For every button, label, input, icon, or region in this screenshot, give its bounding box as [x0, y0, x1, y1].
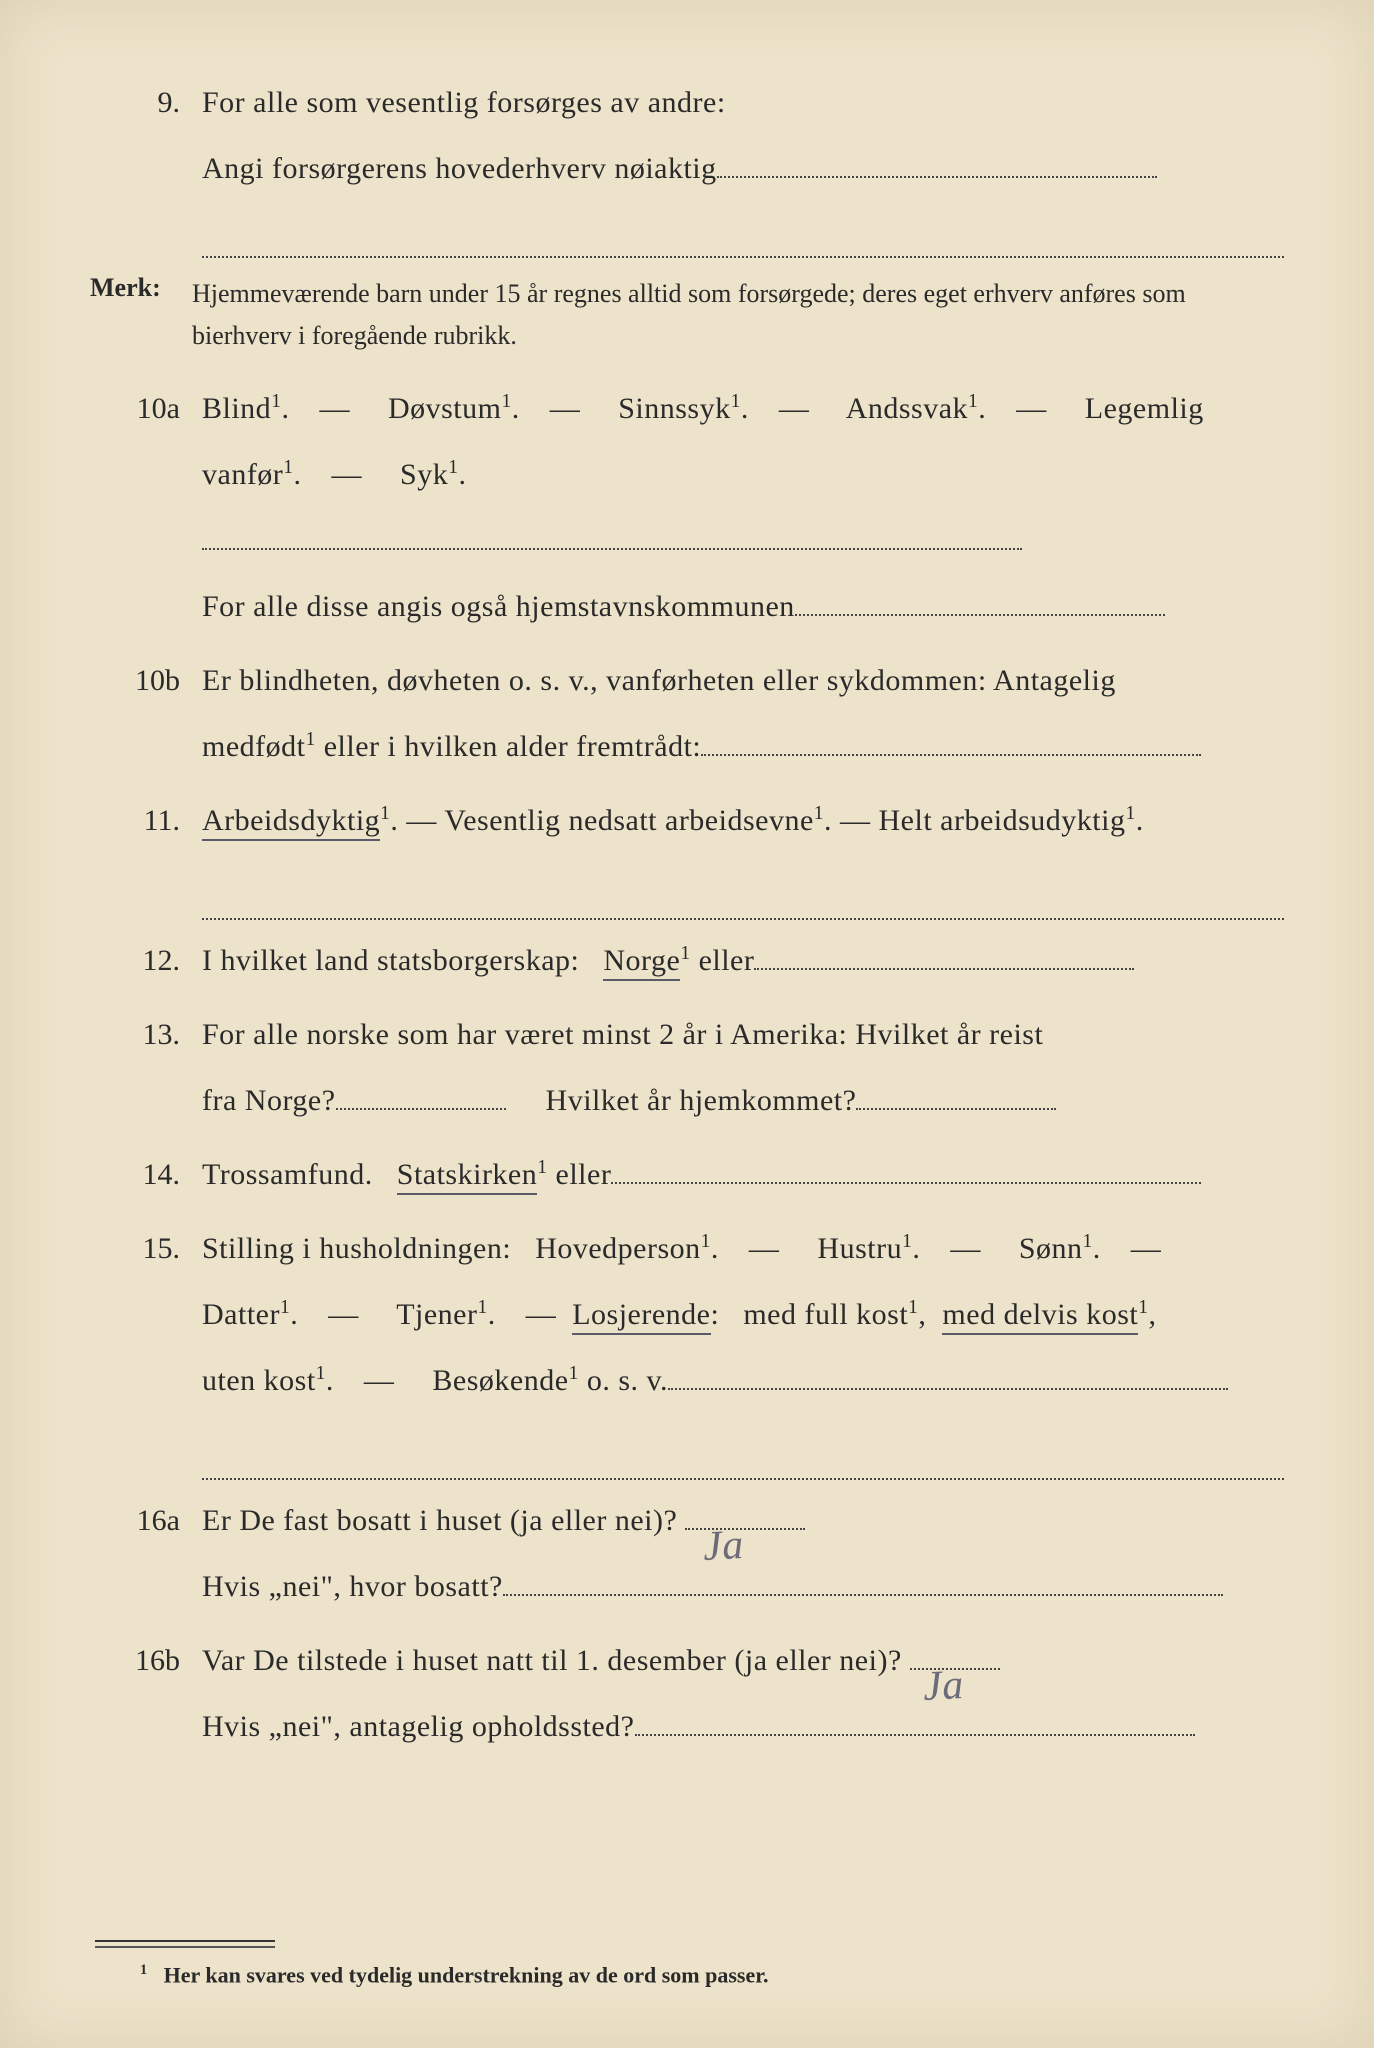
question-10b: 10b Er blindheten, døvheten o. s. v., va…	[90, 648, 1284, 780]
q15-o7: uten kost	[202, 1364, 316, 1397]
q12-number: 12.	[90, 928, 202, 994]
q14-c: eller	[556, 1158, 612, 1191]
q10b-medfodt: medfødt	[202, 730, 305, 763]
q15-o4: Datter	[202, 1298, 280, 1331]
q9-blank-line	[202, 202, 1284, 258]
q13-blank1	[336, 1108, 506, 1110]
q16a-line1: Er De fast bosatt i huset (ja eller nei)…	[202, 1504, 677, 1537]
footnote-rule	[95, 1940, 275, 1948]
q10b-rest: eller i hvilken alder fremtrådt:	[316, 730, 702, 763]
footnote: 1 Her kan svares ved tydelig understrekn…	[140, 1962, 769, 1988]
q11-blank-line	[202, 864, 1284, 920]
q10b-blank	[701, 754, 1201, 756]
q10a-content: Blind1.— Døvstum1.— Sinnssyk1.— Andssvak…	[202, 376, 1284, 640]
q13-content: For alle norske som har været minst 2 år…	[202, 1002, 1284, 1134]
q9-blank	[717, 176, 1157, 178]
q16b-line2: Hvis „nei", antagelig opholdssted?	[202, 1710, 635, 1743]
q15-o5: Tjener	[396, 1298, 477, 1331]
q12-content: I hvilket land statsborgerskap: Norge1 e…	[202, 928, 1284, 994]
q16a-number: 16a	[90, 1488, 202, 1620]
q16a-content: Er De fast bosatt i huset (ja eller nei)…	[202, 1488, 1284, 1620]
q13-line2a: fra Norge?	[202, 1084, 336, 1117]
q10b-number: 10b	[90, 648, 202, 780]
q15-blank-line	[202, 1424, 1284, 1480]
q16b-answer-blank: Ja	[910, 1668, 1000, 1670]
q10a-blank2	[795, 614, 1165, 616]
q13-number: 13.	[90, 1002, 202, 1134]
question-14: 14. Trossamfund. Statskirken1 eller	[90, 1142, 1284, 1208]
q16a-answer-blank: Ja	[685, 1528, 805, 1530]
q11-opt1: Arbeidsdyktig	[202, 804, 380, 841]
q15-o6b: med delvis kost	[942, 1298, 1138, 1335]
footnote-marker: 1	[140, 1962, 147, 1978]
q10a-vanfor: vanfør	[202, 458, 283, 491]
merk-text: Hjemmeværende barn under 15 år regnes al…	[192, 273, 1284, 356]
q10b-line1: Er blindheten, døvheten o. s. v., vanfør…	[202, 664, 1116, 697]
q10a-number: 10a	[90, 376, 202, 640]
footnote-text: Her kan svares ved tydelig understreknin…	[164, 1962, 769, 1987]
q15-o8: Besøkende	[432, 1364, 568, 1397]
q15-o6: Losjerende	[572, 1298, 710, 1335]
q9-line1: For alle som vesentlig forsørges av andr…	[202, 86, 726, 119]
q16a-answer: Ja	[701, 1499, 746, 1593]
q16b-content: Var De tilstede i huset natt til 1. dese…	[202, 1628, 1284, 1760]
q14-blank	[611, 1182, 1201, 1184]
q15-o6a: med full kost	[743, 1298, 908, 1331]
q10a-opt2: Døvstum	[388, 392, 502, 425]
q10a-syk: Syk	[400, 458, 448, 491]
q10a-line3: For alle disse angis også hjemstavnskomm…	[202, 590, 795, 623]
q12-blank	[754, 968, 1134, 970]
q10a-opt1: Blind	[202, 392, 271, 425]
q16a-blank2	[503, 1594, 1223, 1596]
q16b-blank2	[635, 1734, 1195, 1736]
q15-o1: Hovedperson	[535, 1232, 700, 1265]
q15-pre: Stilling i husholdningen:	[202, 1232, 511, 1265]
question-15: 15. Stilling i husholdningen: Hovedperso…	[90, 1216, 1284, 1480]
q11-number: 11.	[90, 788, 202, 920]
q13-line2b: Hvilket år hjemkommet?	[546, 1084, 857, 1117]
question-13: 13. For alle norske som har været minst …	[90, 1002, 1284, 1134]
question-9: 9. For alle som vesentlig forsørges av a…	[90, 70, 1284, 258]
q15-number: 15.	[90, 1216, 202, 1480]
q16b-answer: Ja	[920, 1639, 965, 1733]
q12-norge: Norge	[603, 944, 680, 981]
q10a-opt4: Andssvak	[846, 392, 968, 425]
q14-number: 14.	[90, 1142, 202, 1208]
q9-content: For alle som vesentlig forsørges av andr…	[202, 70, 1284, 258]
q15-content: Stilling i husholdningen: Hovedperson1.—…	[202, 1216, 1284, 1480]
q14-statskirken: Statskirken	[397, 1158, 538, 1195]
question-10a: 10a Blind1.— Døvstum1.— Sinnssyk1.— Ands…	[90, 376, 1284, 640]
q15-o2: Hustru	[817, 1232, 902, 1265]
q12-pre: I hvilket land statsborgerskap:	[202, 944, 579, 977]
q9-line2: Angi forsørgerens hovederhverv nøiaktig	[202, 152, 717, 185]
q15-o8post: o. s. v.	[579, 1364, 668, 1397]
q10a-opt5: Legemlig	[1085, 392, 1204, 425]
merk-note: Merk: Hjemmeværende barn under 15 år reg…	[90, 273, 1284, 356]
q11-opt2: Vesentlig nedsatt arbeidsevne	[444, 804, 813, 837]
q9-number: 9.	[90, 70, 202, 258]
q10a-opt3: Sinnssyk	[618, 392, 730, 425]
merk-label: Merk:	[90, 273, 192, 356]
q12-post: eller	[699, 944, 755, 977]
q16b-number: 16b	[90, 1628, 202, 1760]
q13-line1: For alle norske som har været minst 2 år…	[202, 1018, 1043, 1051]
q10a-blank	[202, 548, 1022, 550]
q11-opt3: Helt arbeidsudyktig	[879, 804, 1126, 837]
q15-blank	[668, 1388, 1228, 1390]
q14-content: Trossamfund. Statskirken1 eller	[202, 1142, 1284, 1208]
question-12: 12. I hvilket land statsborgerskap: Norg…	[90, 928, 1284, 994]
census-form-page: 9. For alle som vesentlig forsørges av a…	[0, 0, 1374, 2048]
q11-content: Arbeidsdyktig1. — Vesentlig nedsatt arbe…	[202, 788, 1284, 920]
q15-o3: Sønn	[1019, 1232, 1083, 1265]
question-16a: 16a Er De fast bosatt i huset (ja eller …	[90, 1488, 1284, 1620]
q16b-line1: Var De tilstede i huset natt til 1. dese…	[202, 1644, 902, 1677]
question-16b: 16b Var De tilstede i huset natt til 1. …	[90, 1628, 1284, 1760]
q16a-line2: Hvis „nei", hvor bosatt?	[202, 1570, 503, 1603]
question-11: 11. Arbeidsdyktig1. — Vesentlig nedsatt …	[90, 788, 1284, 920]
q13-blank2	[856, 1108, 1056, 1110]
q10b-content: Er blindheten, døvheten o. s. v., vanfør…	[202, 648, 1284, 780]
q14-a: Trossamfund.	[202, 1158, 373, 1191]
